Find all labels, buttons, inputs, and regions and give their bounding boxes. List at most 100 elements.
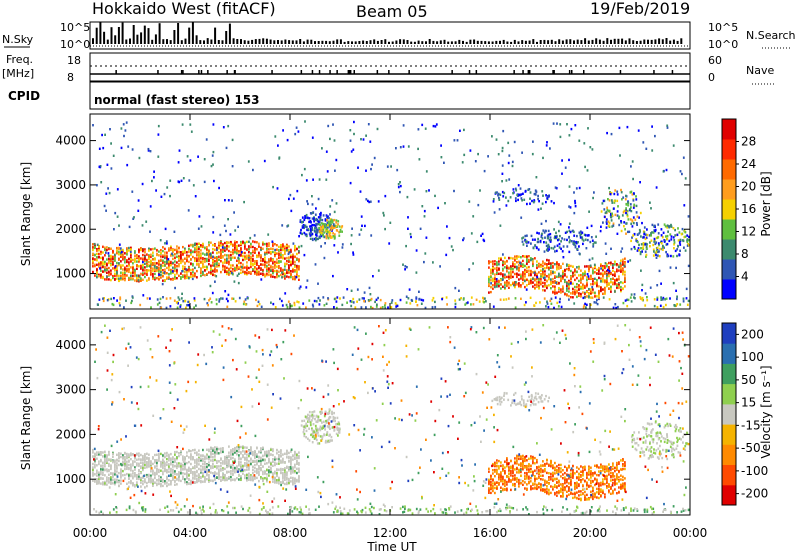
radar-echo-cell — [112, 251, 114, 254]
radar-echo-cell — [274, 264, 276, 267]
freq-dot — [408, 70, 410, 74]
radar-echo-cell — [194, 266, 196, 270]
radar-echo-cell — [108, 191, 111, 195]
radar-echo-cell — [168, 453, 170, 457]
radar-echo-cell — [242, 270, 244, 273]
radar-echo-cell — [317, 296, 320, 300]
radar-echo-cell — [150, 271, 152, 275]
radar-echo-cell — [494, 285, 496, 289]
radar-echo-cell — [616, 284, 618, 287]
radar-echo-cell — [212, 215, 215, 219]
radar-echo-cell — [558, 290, 560, 293]
radar-echo-cell — [254, 272, 256, 275]
radar-echo-cell — [170, 457, 172, 460]
radar-echo-cell — [134, 271, 136, 274]
radar-echo-cell — [294, 249, 296, 252]
radar-echo-cell — [250, 272, 252, 275]
radar-echo-cell — [688, 239, 690, 242]
radar-echo-cell — [100, 276, 102, 279]
radar-echo-cell — [576, 270, 578, 274]
radar-echo-cell — [614, 189, 617, 192]
radar-echo-cell — [104, 269, 106, 272]
radar-echo-cell — [182, 260, 184, 263]
radar-echo-cell — [194, 448, 196, 452]
radar-echo-cell — [188, 179, 191, 182]
radar-echo-cell — [470, 232, 473, 235]
radar-echo-cell — [278, 251, 280, 254]
radar-echo-cell — [630, 222, 633, 225]
radar-echo-cell — [465, 302, 468, 305]
radar-echo-cell — [232, 252, 234, 256]
radar-echo-cell — [542, 275, 544, 278]
radar-echo-cell — [218, 242, 220, 246]
radar-echo-cell — [146, 265, 148, 268]
nsky-bar — [240, 39, 242, 44]
cpid-text: normal (fast stereo) 153 — [94, 93, 260, 107]
radar-echo-cell — [630, 293, 633, 296]
radar-echo-cell — [238, 250, 240, 253]
radar-echo-cell — [106, 271, 108, 274]
radar-echo-cell — [250, 257, 252, 261]
radar-echo-cell — [132, 475, 134, 478]
nsky-bar — [177, 23, 180, 44]
radar-echo-cell — [504, 276, 506, 279]
nsky-bar — [228, 23, 231, 44]
radar-echo-cell — [272, 247, 274, 251]
radar-echo-cell — [178, 452, 180, 455]
radar-echo-cell — [298, 278, 300, 281]
radar-echo-cell — [676, 295, 678, 298]
radar-echo-cell — [576, 295, 578, 299]
radar-echo-cell — [212, 268, 214, 272]
radar-echo-cell — [105, 192, 108, 195]
radar-echo-cell — [322, 228, 325, 231]
radar-echo-cell — [142, 266, 144, 269]
radar-echo-cell — [162, 459, 164, 463]
radar-echo-cell — [169, 194, 171, 198]
radar-echo-cell — [558, 274, 560, 277]
radar-echo-cell — [144, 480, 146, 484]
radar-echo-cell — [496, 191, 498, 194]
radar-echo-cell — [518, 278, 520, 281]
radar-echo-cell — [282, 245, 284, 248]
radar-echo-cell — [124, 261, 126, 264]
radar-echo-cell — [122, 123, 125, 126]
radar-echo-cell — [621, 198, 623, 201]
radar-echo-cell — [512, 188, 515, 191]
radar-echo-cell — [158, 475, 160, 478]
radar-echo-cell — [547, 237, 550, 240]
radar-echo-cell — [278, 260, 280, 263]
radar-echo-cell — [140, 273, 142, 276]
radar-echo-cell — [242, 302, 245, 306]
radar-echo-cell — [538, 264, 540, 267]
radar-echo-cell — [150, 477, 152, 481]
radar-echo-cell — [220, 256, 222, 260]
radar-echo-cell — [285, 303, 288, 307]
radar-echo-cell — [168, 262, 170, 265]
nsky-bar — [325, 40, 328, 44]
radar-echo-cell — [368, 200, 371, 204]
radar-echo-cell — [272, 185, 274, 189]
radar-echo-cell — [268, 270, 270, 274]
radar-echo-cell — [687, 243, 689, 246]
radar-echo-cell — [214, 244, 216, 247]
radar-echo-cell — [197, 155, 199, 158]
radar-echo-cell — [104, 465, 106, 468]
radar-echo-cell — [605, 220, 608, 224]
radar-echo-cell — [498, 260, 500, 263]
radar-echo-cell — [520, 265, 522, 268]
nsky-bar — [517, 41, 520, 44]
radar-echo-cell — [161, 282, 164, 286]
nsky-bar — [484, 41, 487, 44]
radar-echo-cell — [126, 472, 128, 476]
radar-echo-cell — [538, 285, 540, 288]
radar-echo-cell — [635, 239, 638, 242]
radar-echo-cell — [611, 201, 614, 204]
radar-echo-cell — [563, 238, 566, 241]
radar-echo-cell — [320, 222, 323, 225]
freq-strip-frame — [89, 52, 691, 82]
radar-echo-cell — [132, 217, 135, 220]
radar-echo-cell — [576, 276, 578, 280]
radar-echo-cell — [552, 281, 554, 284]
radar-echo-cell — [204, 478, 206, 481]
radar-echo-cell — [622, 270, 624, 273]
